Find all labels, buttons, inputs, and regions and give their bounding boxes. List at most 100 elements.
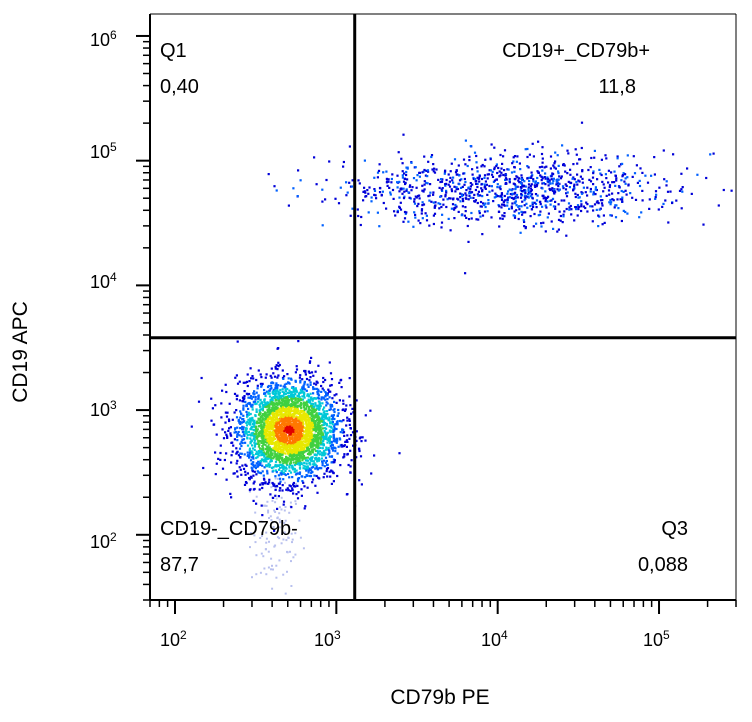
data-point xyxy=(618,165,621,168)
data-point xyxy=(589,180,593,183)
data-point xyxy=(269,398,272,401)
data-point xyxy=(236,470,239,473)
data-point xyxy=(655,193,658,196)
data-point xyxy=(291,403,294,406)
data-point xyxy=(268,446,271,449)
data-point xyxy=(271,449,274,452)
data-point xyxy=(516,185,519,188)
data-point xyxy=(498,170,501,173)
data-point xyxy=(297,477,301,480)
data-point xyxy=(235,452,238,455)
data-point xyxy=(299,412,302,415)
data-point xyxy=(268,517,270,519)
data-point xyxy=(646,181,650,184)
data-point xyxy=(268,437,271,440)
data-point xyxy=(260,461,263,464)
data-point xyxy=(243,395,246,398)
data-point xyxy=(309,446,312,449)
data-point xyxy=(312,402,315,405)
data-point xyxy=(304,476,307,479)
data-point xyxy=(300,494,303,497)
data-point xyxy=(530,171,533,174)
data-point xyxy=(314,413,317,416)
data-point xyxy=(459,200,462,203)
data-point xyxy=(575,180,578,184)
data-point xyxy=(254,396,257,399)
data-point xyxy=(324,398,327,401)
data-point xyxy=(452,197,455,200)
data-point xyxy=(253,521,256,524)
data-point xyxy=(225,452,228,455)
data-point xyxy=(301,459,304,462)
data-point xyxy=(553,166,556,169)
data-point xyxy=(305,422,308,425)
data-point xyxy=(518,208,521,211)
data-point xyxy=(330,426,333,429)
data-point xyxy=(465,216,468,219)
data-point xyxy=(290,420,293,423)
data-point xyxy=(424,212,427,215)
data-point xyxy=(294,407,297,410)
data-point xyxy=(291,436,294,439)
data-point xyxy=(311,421,314,424)
data-point xyxy=(283,531,286,534)
data-point xyxy=(523,199,526,202)
data-point xyxy=(308,462,311,465)
data-point xyxy=(603,221,606,224)
data-point xyxy=(272,428,276,432)
data-point xyxy=(472,196,475,199)
data-point xyxy=(437,202,440,205)
data-point xyxy=(300,440,303,443)
data-point xyxy=(318,429,321,432)
data-point xyxy=(224,421,227,424)
data-point xyxy=(323,465,326,468)
data-point xyxy=(310,436,313,439)
data-point xyxy=(280,496,283,499)
data-point xyxy=(248,451,252,454)
data-point xyxy=(314,437,317,441)
data-point xyxy=(453,217,456,220)
data-point xyxy=(281,466,284,469)
data-point xyxy=(248,452,251,455)
data-point xyxy=(265,450,268,453)
data-point xyxy=(266,434,269,437)
data-point xyxy=(605,157,608,160)
data-point xyxy=(520,186,523,189)
data-point xyxy=(288,433,291,436)
data-point xyxy=(328,390,331,393)
data-point xyxy=(281,399,284,402)
data-point xyxy=(526,206,529,209)
data-point xyxy=(565,234,568,237)
data-point xyxy=(302,430,306,433)
data-point xyxy=(574,195,577,199)
data-point xyxy=(300,416,303,419)
data-point xyxy=(316,414,319,417)
data-point xyxy=(284,481,286,484)
data-point xyxy=(717,204,720,207)
data-point xyxy=(602,183,605,186)
data-point xyxy=(303,369,306,373)
data-point xyxy=(246,413,249,416)
data-point xyxy=(393,210,396,213)
data-point xyxy=(295,451,298,455)
data-point xyxy=(251,403,254,406)
data-point xyxy=(289,485,292,488)
data-point xyxy=(294,462,297,465)
data-point xyxy=(641,199,644,202)
data-point xyxy=(614,204,617,207)
data-point xyxy=(518,181,521,184)
data-point xyxy=(263,425,266,428)
data-point xyxy=(228,419,231,423)
data-point xyxy=(460,178,463,181)
data-point xyxy=(255,573,258,576)
data-point xyxy=(565,184,568,187)
data-point xyxy=(299,461,302,465)
data-point xyxy=(317,439,320,442)
data-point xyxy=(299,452,302,455)
data-point xyxy=(258,431,261,435)
data-point xyxy=(317,442,320,445)
data-point xyxy=(339,431,342,434)
data-point xyxy=(601,204,604,207)
data-point xyxy=(290,405,293,408)
